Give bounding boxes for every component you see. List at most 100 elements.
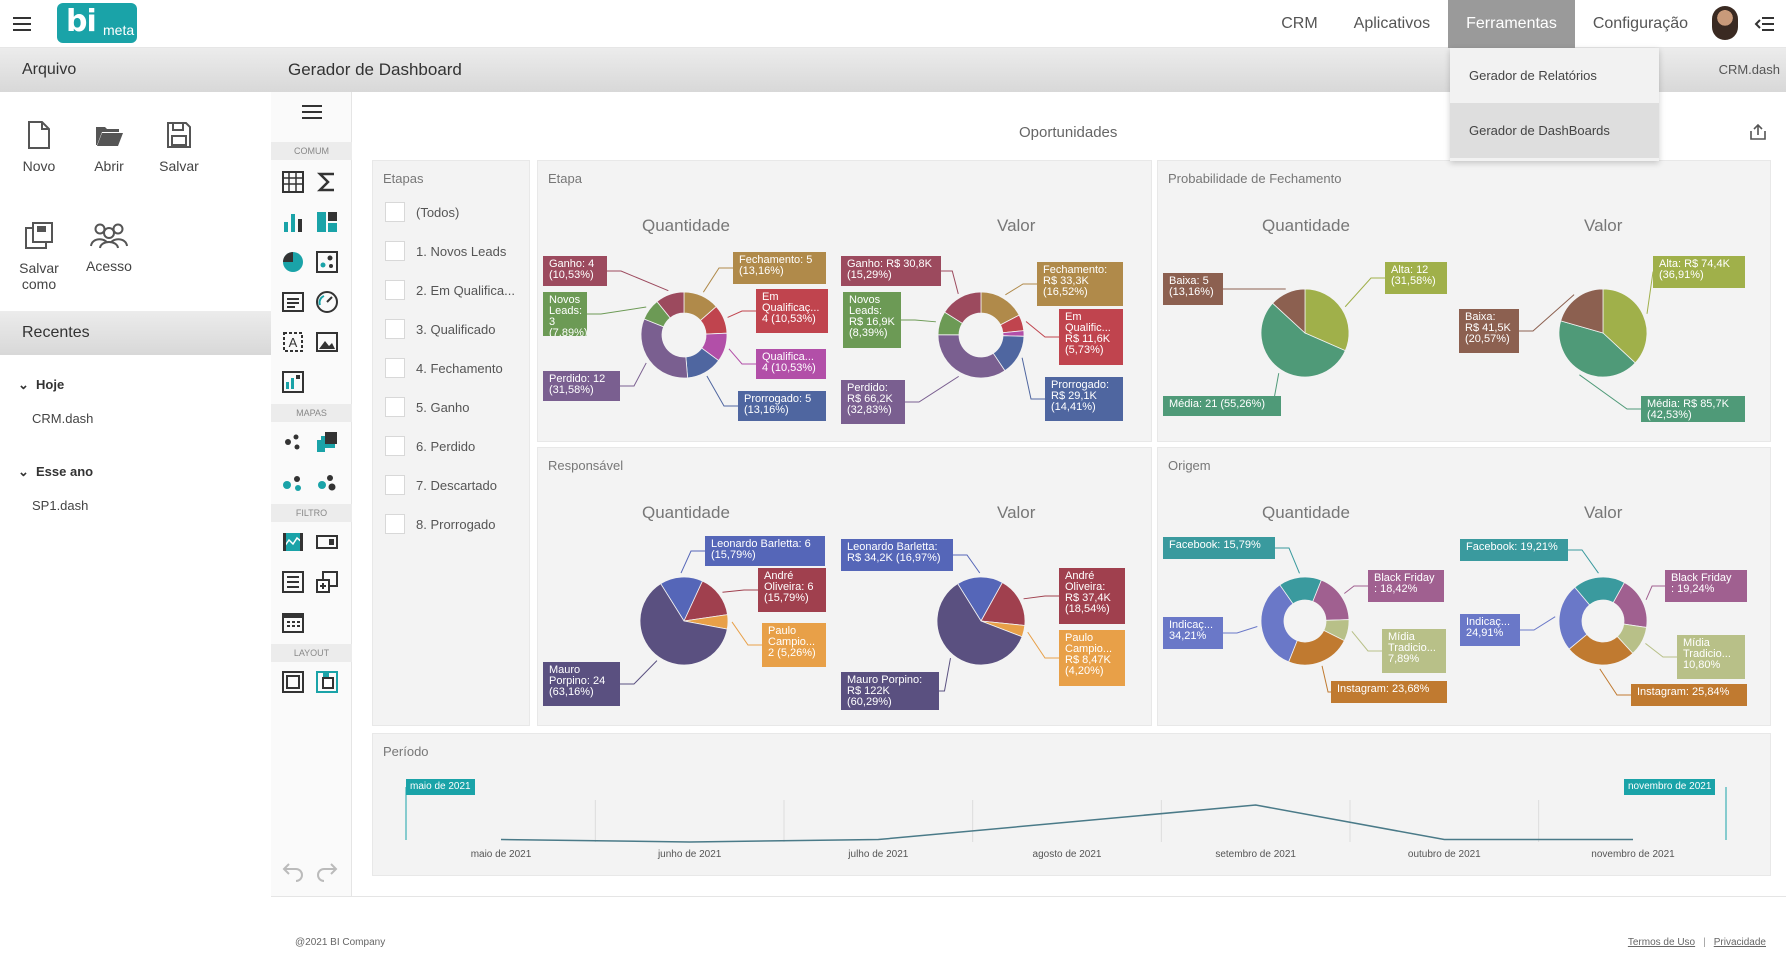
filter-option[interactable]: 7. Descartado (385, 474, 497, 496)
export-icon[interactable] (1749, 123, 1767, 141)
recent-file-sp1[interactable]: SP1.dash (32, 498, 89, 513)
filter-option[interactable]: 8. Prorrogado (385, 513, 496, 535)
card-title: Probabilidade de Fechamento (1168, 171, 1342, 186)
sum-icon[interactable] (315, 170, 339, 194)
tree-group-label: Hoje (36, 377, 65, 392)
checkbox[interactable] (385, 202, 405, 222)
tree-group-hoje[interactable]: ⌄ Hoje (18, 377, 64, 393)
filter-option[interactable]: (Todos) (385, 201, 459, 223)
checkbox[interactable] (385, 436, 405, 456)
chart-subtitle: Valor (1584, 503, 1623, 522)
filter-option[interactable]: 3. Qualificado (385, 318, 496, 340)
text-box-icon[interactable]: A (281, 330, 305, 354)
page-title: Gerador de Dashboard (288, 60, 462, 79)
bimeta-logo[interactable]: bi meta (57, 3, 137, 43)
checkbox[interactable] (385, 319, 405, 339)
acesso-button[interactable]: Acesso (74, 220, 144, 274)
pie-map-icon[interactable] (281, 470, 305, 494)
recentes-header: Recentes (0, 311, 271, 355)
novo-button[interactable]: Novo (4, 120, 74, 174)
probabilidade-card: Probabilidade de Fechamento Quantidade V… (1157, 160, 1771, 442)
abrir-button[interactable]: Abrir (74, 120, 144, 174)
checkbox[interactable] (385, 475, 405, 495)
group-icon[interactable] (281, 670, 305, 694)
card-icon[interactable] (281, 290, 305, 314)
chart-subtitle: Quantidade (642, 216, 730, 235)
pie-data-label: Indicaç... 24,91% (1460, 614, 1520, 646)
menu-icon[interactable] (10, 12, 34, 36)
salvar-como-button[interactable]: Salvar como (4, 220, 74, 292)
salvar-button[interactable]: Salvar (144, 120, 214, 174)
card-title: Origem (1168, 458, 1211, 473)
range-start-handle-label[interactable]: maio de 2021 (406, 779, 475, 795)
filter-option[interactable]: 4. Fechamento (385, 357, 503, 379)
filter-option[interactable]: 5. Ganho (385, 396, 470, 418)
range-end-handle-label[interactable]: novembro de 2021 (1624, 779, 1716, 795)
pie-data-label: Perdido: R$ 66,2K (32,83%) (841, 380, 905, 424)
users-icon (90, 223, 128, 249)
card-title: Etapas (383, 171, 424, 186)
top-nav: CRM Aplicativos Ferramentas Configuração (1263, 0, 1706, 48)
chevron-down-icon: ⌄ (18, 464, 29, 479)
grid-icon[interactable] (281, 170, 305, 194)
filter-option[interactable]: 2. Em Qualifica... (385, 279, 515, 301)
tab-container-icon[interactable] (315, 670, 339, 694)
nav-ferramentas[interactable]: Ferramentas (1448, 0, 1575, 48)
pie-data-label: Mídia Tradicio... 10,80% (1677, 635, 1745, 679)
dashboard-item-icon[interactable] (281, 370, 305, 394)
pie-data-label: Indicaç... 34,21% (1163, 617, 1223, 649)
pie-data-label: Leonardo Barletta: 6 (15,79%) (705, 536, 825, 566)
nav-crm[interactable]: CRM (1281, 15, 1318, 32)
redo-icon[interactable] (315, 858, 339, 882)
pie-data-label: Instagram: 25,84% (1631, 684, 1747, 706)
tree-group-esse-ano[interactable]: ⌄ Esse ano (18, 464, 93, 480)
undo-icon[interactable] (281, 858, 305, 882)
list-box-icon[interactable] (281, 570, 305, 594)
choropleth-map-icon[interactable] (315, 430, 339, 454)
pie-data-label: Paulo Campio... R$ 8,47K (4,20%) (1059, 630, 1125, 686)
gauge-icon[interactable] (315, 290, 339, 314)
nav-aplicativos[interactable]: Aplicativos (1353, 15, 1431, 32)
combo-box-icon[interactable] (315, 530, 339, 554)
checkbox[interactable] (385, 397, 405, 417)
abrir-label: Abrir (94, 158, 124, 174)
toolbox-section-layout: LAYOUT (271, 644, 352, 662)
acesso-label: Acesso (86, 258, 132, 274)
filter-option-label: 7. Descartado (416, 477, 497, 493)
filter-option-label: 6. Perdido (416, 438, 476, 454)
pie-chart-icon[interactable] (281, 250, 305, 274)
avatar[interactable] (1712, 6, 1738, 40)
point-map-icon[interactable] (315, 470, 339, 494)
date-filter-icon[interactable] (281, 610, 305, 634)
footer: @2021 BI Company Termos de Uso | Privacida… (271, 896, 1786, 957)
toolbox-menu-icon[interactable] (300, 100, 324, 124)
menu-item-gerador-dashboards[interactable]: Gerador de DashBoards (1450, 103, 1659, 158)
chart-subtitle: Quantidade (1262, 216, 1350, 235)
pie-data-label: André Oliveira: R$ 37,4K (18,54%) (1059, 568, 1125, 624)
filter-option[interactable]: 1. Novos Leads (385, 240, 506, 262)
menu-item-gerador-relatorios[interactable]: Gerador de Relatórios (1469, 68, 1597, 83)
pie-data-label: Perdido: 12 (31,58%) (543, 371, 620, 401)
filter-option[interactable]: 6. Perdido (385, 435, 475, 457)
nav-configuracao[interactable]: Configuração (1592, 15, 1688, 32)
logout-icon[interactable] (1754, 14, 1776, 34)
tree-view-icon[interactable] (315, 570, 339, 594)
pie-data-label: Em Qualificaç... 4 (10,53%) (756, 289, 828, 333)
ferramentas-dropdown: Gerador de Relatórios Gerador de DashBoa… (1450, 48, 1659, 161)
checkbox[interactable] (385, 280, 405, 300)
terms-link[interactable]: Termos de Uso (1627, 937, 1696, 948)
checkbox[interactable] (385, 241, 405, 261)
pie-data-label: Instagram: 23,68% (1331, 681, 1447, 703)
privacy-link[interactable]: Privacidade (1713, 937, 1766, 948)
copyright: @2021 BI Company (295, 937, 386, 948)
checkbox[interactable] (385, 358, 405, 378)
range-filter-icon[interactable] (281, 530, 305, 554)
bar-chart-icon[interactable] (281, 210, 305, 234)
bubble-map-icon[interactable] (281, 430, 305, 454)
treemap-icon[interactable] (315, 210, 339, 234)
pie-data-label: Fechamento: R$ 33,3K (16,52%) (1037, 262, 1123, 306)
image-icon[interactable] (315, 330, 339, 354)
scatter-icon[interactable] (315, 250, 339, 274)
recent-file-crm[interactable]: CRM.dash (32, 411, 94, 426)
checkbox[interactable] (385, 514, 405, 534)
